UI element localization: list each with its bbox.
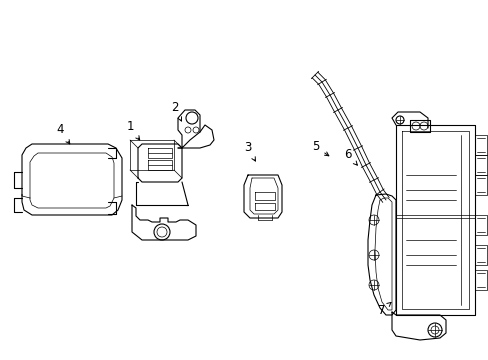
- Text: 1: 1: [126, 121, 140, 140]
- Text: 2: 2: [171, 102, 181, 121]
- Text: 7: 7: [378, 302, 390, 316]
- Text: 3: 3: [244, 141, 255, 161]
- Text: 4: 4: [56, 123, 70, 144]
- Text: 5: 5: [312, 140, 328, 156]
- Text: 6: 6: [344, 148, 357, 165]
